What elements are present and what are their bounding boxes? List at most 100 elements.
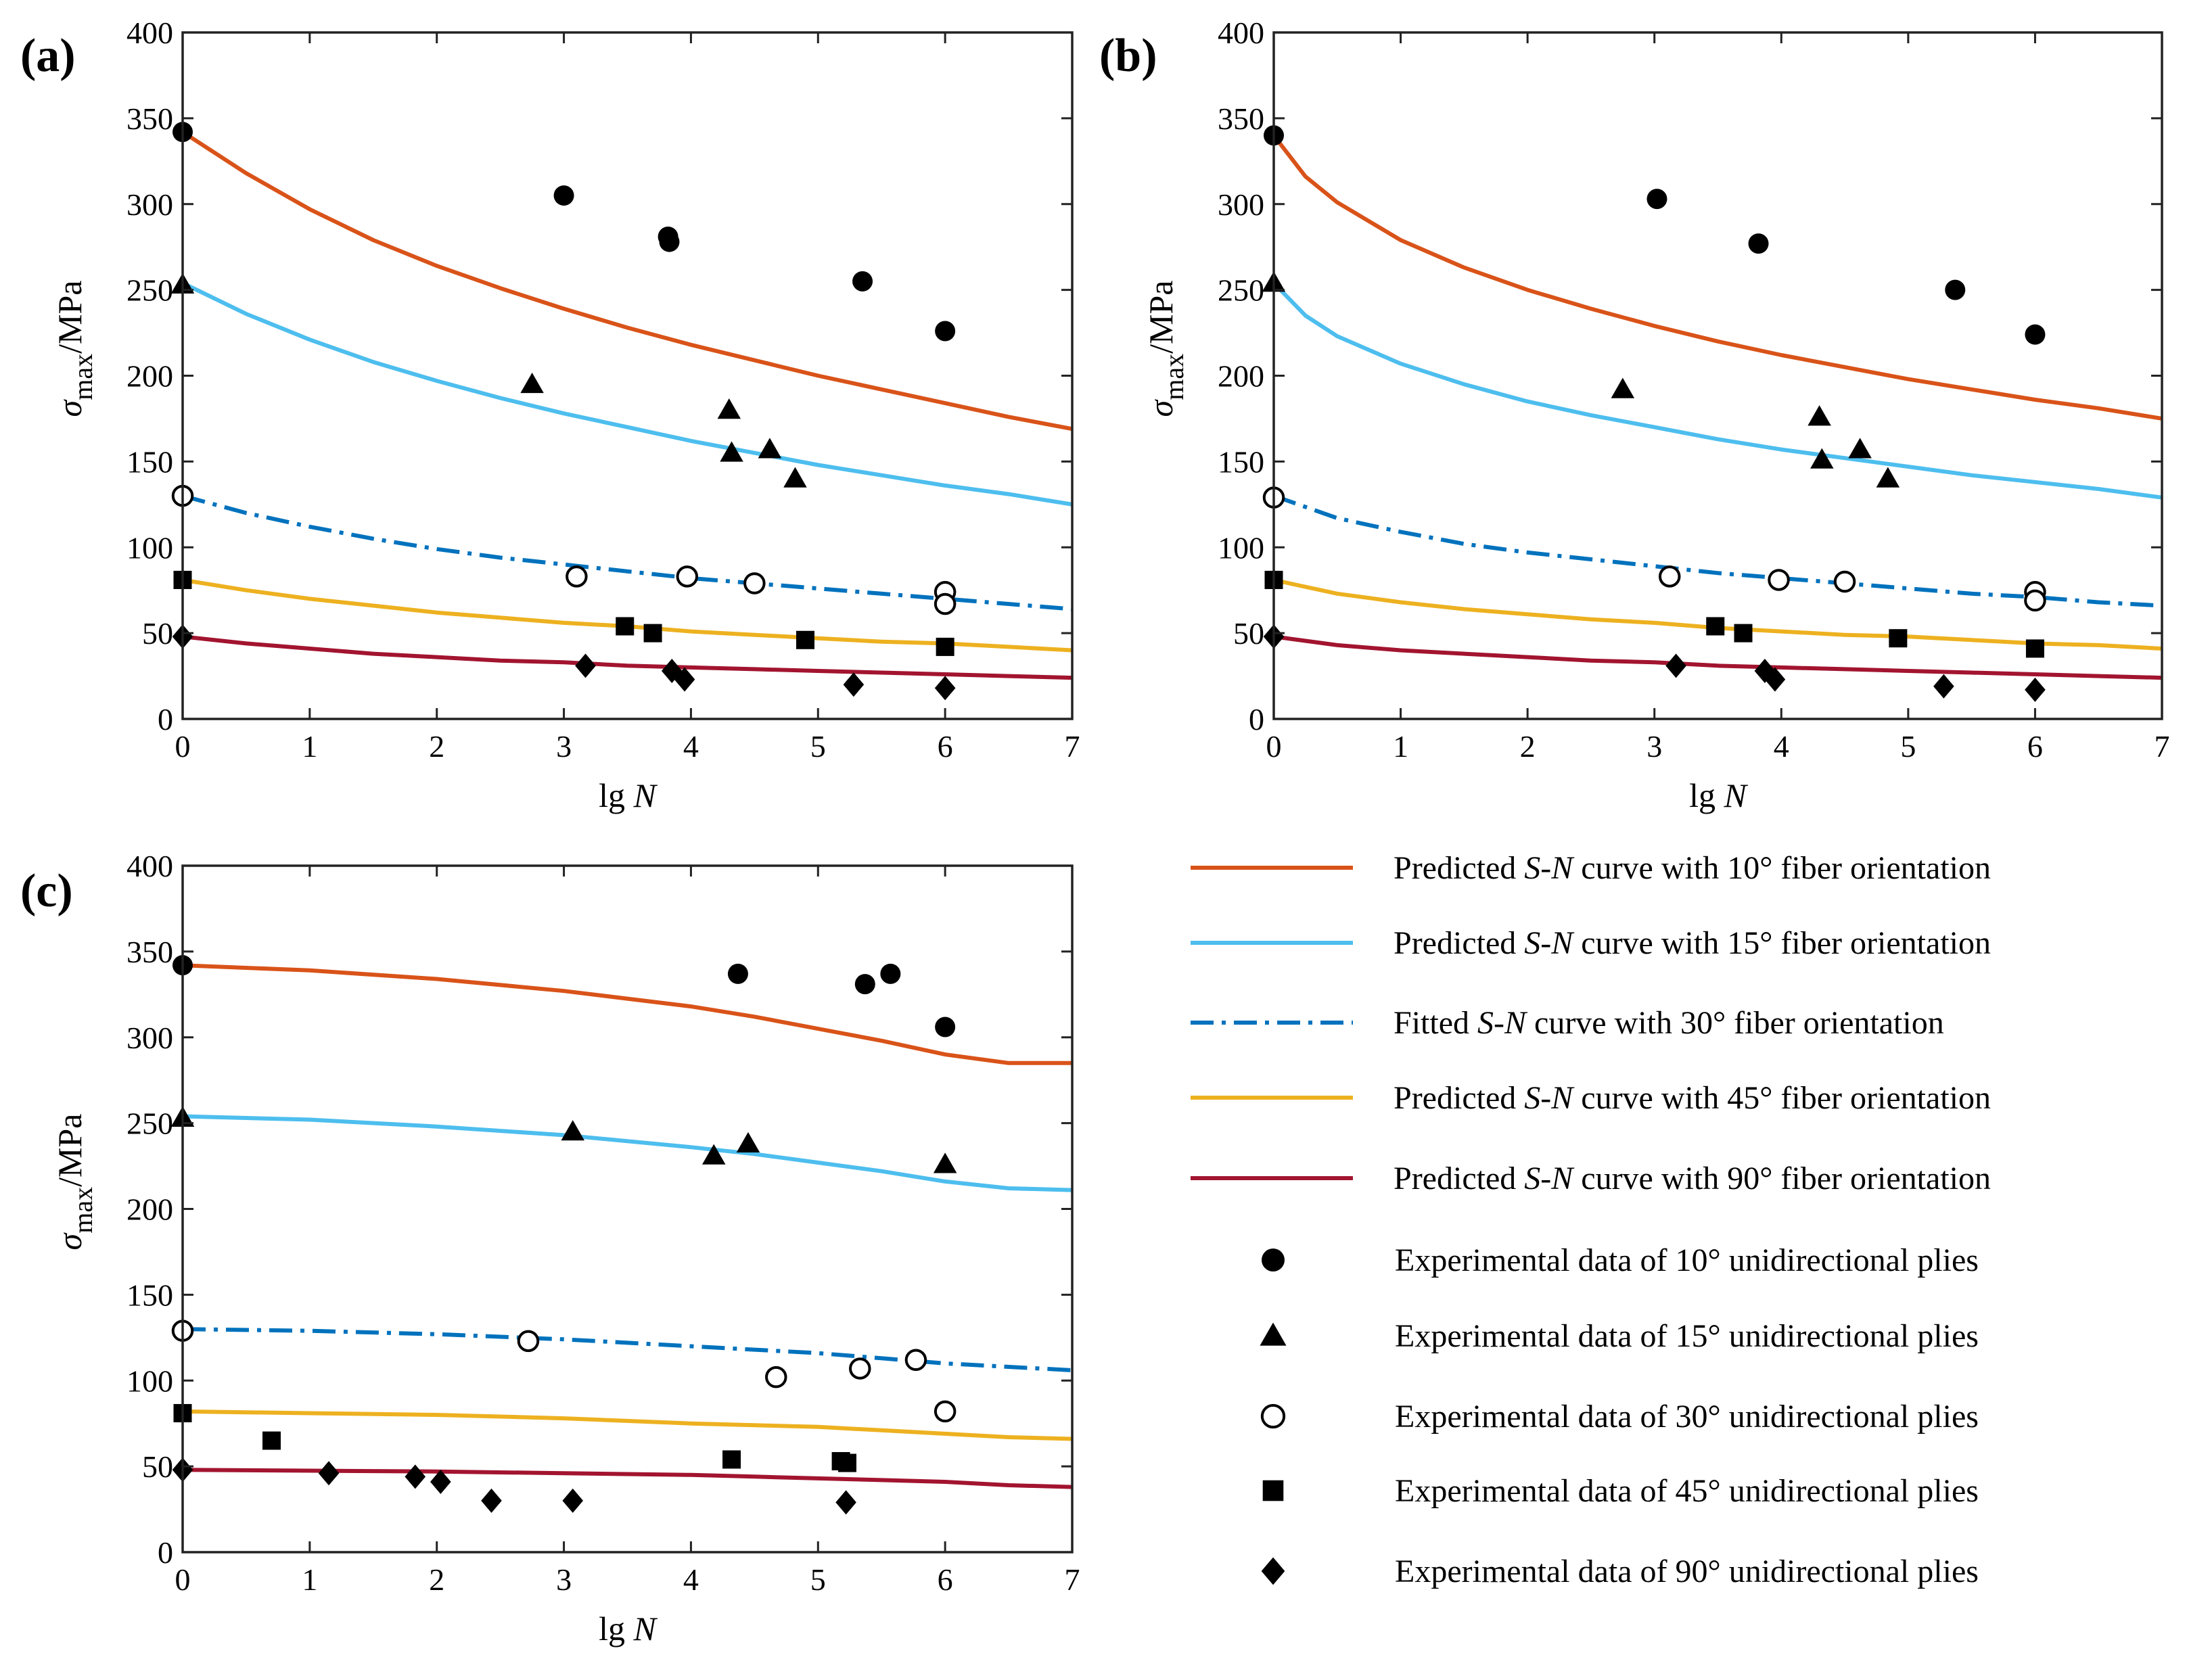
panel-a-chart: 0 1 2 3 4 5 6 7 0 50 100 150 200 250 300 350 400 lg N σmax… xyxy=(20,16,1080,814)
data-point-diamond xyxy=(1764,667,1786,692)
y-axis-label: σmax/MPa xyxy=(1142,281,1189,417)
x-axis-label: lg N xyxy=(599,776,658,814)
y-tick-label: 0 xyxy=(158,1535,173,1570)
x-tick-label: 3 xyxy=(556,729,572,764)
data-point-triangle xyxy=(720,441,743,462)
y-tick-label: 50 xyxy=(1233,616,1264,651)
y-tick-label: 50 xyxy=(142,1449,173,1484)
data-point-diamond xyxy=(934,676,956,701)
data-point-circle xyxy=(852,271,873,291)
x-tick-label: 5 xyxy=(810,729,826,764)
x-tick-label: 6 xyxy=(2027,729,2043,764)
x-tick-label: 1 xyxy=(1393,729,1408,764)
data-point-circle xyxy=(2025,324,2046,345)
data-point-circle xyxy=(1748,233,1769,254)
y-tick-label: 350 xyxy=(126,935,173,969)
data-point-diamond xyxy=(405,1464,426,1489)
series-line-4 xyxy=(1274,634,2162,680)
y-tick-label: 0 xyxy=(1249,702,1264,737)
y-tick-label: 0 xyxy=(158,702,173,737)
data-point-open-circle xyxy=(765,1366,787,1389)
x-tick-label: 6 xyxy=(938,1562,953,1597)
data-point-circle xyxy=(854,974,875,995)
x-tick-label: 1 xyxy=(302,1562,317,1597)
data-point-triangle xyxy=(783,467,807,488)
data-point-open-circle xyxy=(1768,569,1790,591)
x-tick-label: 4 xyxy=(1774,729,1789,764)
data-point-square xyxy=(722,1450,741,1469)
x-tick-label: 5 xyxy=(1900,729,1916,764)
x-tick-label: 7 xyxy=(2155,729,2170,764)
data-point-circle xyxy=(727,963,748,984)
data-point-triangle xyxy=(736,1131,760,1153)
x-tick-label: 3 xyxy=(1647,729,1662,764)
y-tick-label: 400 xyxy=(126,849,173,883)
data-point-open-circle xyxy=(849,1357,871,1380)
y-tick-label: 300 xyxy=(126,187,173,222)
data-point-diamond xyxy=(661,658,683,683)
x-tick-label: 4 xyxy=(683,729,699,764)
data-point-triangle xyxy=(1848,438,1872,459)
data-point-circle xyxy=(1945,279,1966,300)
data-point-triangle xyxy=(1876,467,1900,488)
legend-marker-square xyxy=(1262,1480,1284,1501)
data-point-open-circle xyxy=(2024,589,2046,612)
data-point-diamond xyxy=(843,672,865,697)
x-tick-label: 3 xyxy=(556,1562,572,1597)
y-tick-label: 250 xyxy=(1218,273,1264,308)
data-point-triangle xyxy=(701,1144,726,1165)
data-point-square xyxy=(1889,629,1908,648)
data-point-diamond xyxy=(430,1469,451,1494)
series-line-2 xyxy=(183,494,1072,611)
data-point-open-circle xyxy=(517,1330,540,1353)
y-tick-label: 350 xyxy=(126,101,173,136)
legend-marker-label: Experimental data of 30° unidirectional … xyxy=(1395,1399,1979,1434)
panel-label: (c) xyxy=(20,865,73,917)
legend-curve-label: Predicted S-N curve with 10° fiber orien… xyxy=(1394,850,1991,886)
y-tick-label: 300 xyxy=(1218,187,1264,222)
series-line-0 xyxy=(183,963,1072,1065)
axes-box xyxy=(1272,31,2163,720)
data-point-open-circle xyxy=(743,572,766,594)
x-tick-label: 2 xyxy=(1520,729,1536,764)
y-tick-label: 50 xyxy=(142,616,173,651)
x-tick-label: 7 xyxy=(1065,729,1080,764)
y-tick-label: 150 xyxy=(126,1278,173,1312)
data-point-open-circle xyxy=(934,1400,957,1423)
data-point-diamond xyxy=(1933,674,1954,699)
x-tick-label: 2 xyxy=(429,729,444,764)
legend-curve-label: Predicted S-N curve with 45° fiber orien… xyxy=(1394,1080,1991,1116)
x-tick-label: 2 xyxy=(429,1562,444,1597)
data-point-circle xyxy=(880,963,901,984)
y-tick-label: 100 xyxy=(1218,530,1264,565)
data-point-triangle xyxy=(1611,377,1635,398)
series-line-0 xyxy=(183,130,1072,431)
series-line-2 xyxy=(1274,494,2162,608)
data-point-square xyxy=(796,630,814,649)
series-line-4 xyxy=(183,1468,1072,1489)
panel-label: (a) xyxy=(20,30,76,82)
axes-box xyxy=(181,864,1074,1554)
legend: Predicted S-N curve with 10° fiber orien… xyxy=(1191,850,1991,1589)
y-tick-label: 400 xyxy=(1218,16,1264,50)
data-point-diamond xyxy=(1665,653,1686,678)
data-point-diamond xyxy=(481,1488,502,1513)
data-point-diamond xyxy=(562,1488,584,1513)
panel-c-chart: 0 1 2 3 4 5 6 7 0 50 100 150 200 250 300 350 400 lg N σmax… xyxy=(20,849,1080,1648)
data-point-circle xyxy=(659,231,680,252)
x-tick-label: 5 xyxy=(810,1562,826,1597)
x-axis-label: lg N xyxy=(1689,776,1748,814)
series-line-0 xyxy=(1274,134,2162,421)
data-point-circle xyxy=(935,1017,956,1037)
legend-marker-circle xyxy=(1262,1249,1285,1271)
data-point-square xyxy=(1734,624,1753,643)
y-tick-label: 250 xyxy=(126,1106,173,1141)
legend-marker-open-circle xyxy=(1260,1403,1286,1429)
y-tick-label: 300 xyxy=(126,1021,173,1055)
data-point-open-circle xyxy=(934,592,957,615)
data-point-diamond xyxy=(575,653,596,678)
x-tick-label: 0 xyxy=(175,729,191,764)
x-axis-label: lg N xyxy=(599,1610,658,1648)
y-axis-label: σmax/MPa xyxy=(51,281,98,417)
